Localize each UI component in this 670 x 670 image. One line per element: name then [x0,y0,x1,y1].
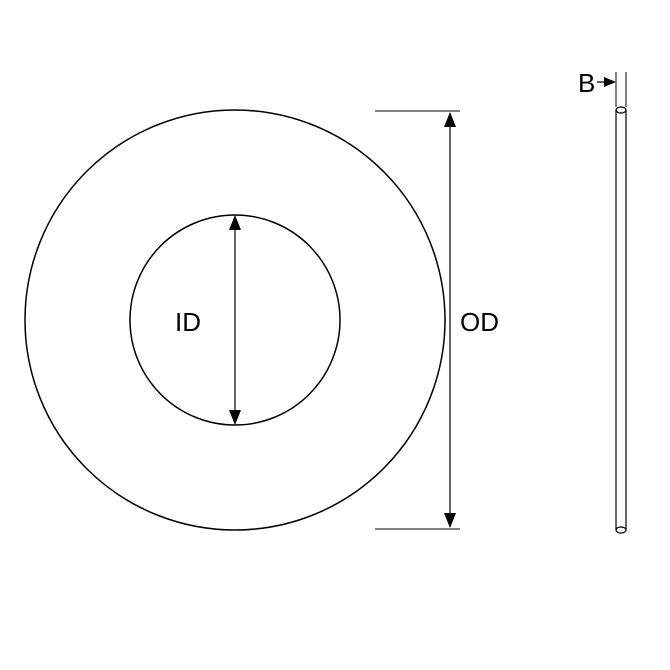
washer-diagram: ID OD B [0,0,670,670]
b-label: B [578,68,595,99]
od-label: OD [460,307,499,338]
side-view [616,107,626,533]
id-dimension [229,215,241,425]
b-dimension [597,72,626,107]
diagram-svg [0,0,670,670]
od-dimension [375,111,460,529]
id-label: ID [175,307,201,338]
